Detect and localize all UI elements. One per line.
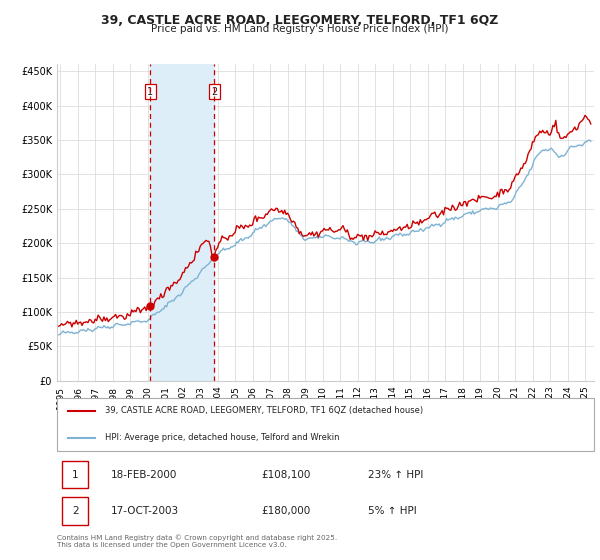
- Text: 39, CASTLE ACRE ROAD, LEEGOMERY, TELFORD, TF1 6QZ (detached house): 39, CASTLE ACRE ROAD, LEEGOMERY, TELFORD…: [106, 407, 424, 416]
- Text: 1: 1: [72, 470, 79, 479]
- Text: £108,100: £108,100: [261, 470, 310, 479]
- Text: Price paid vs. HM Land Registry's House Price Index (HPI): Price paid vs. HM Land Registry's House …: [151, 24, 449, 34]
- Text: 39, CASTLE ACRE ROAD, LEEGOMERY, TELFORD, TF1 6QZ: 39, CASTLE ACRE ROAD, LEEGOMERY, TELFORD…: [101, 14, 499, 27]
- Text: 18-FEB-2000: 18-FEB-2000: [111, 470, 177, 479]
- FancyBboxPatch shape: [57, 398, 594, 451]
- Text: Contains HM Land Registry data © Crown copyright and database right 2025.
This d: Contains HM Land Registry data © Crown c…: [57, 535, 337, 548]
- Text: £180,000: £180,000: [261, 506, 310, 516]
- Text: 2: 2: [211, 87, 217, 97]
- Text: 2: 2: [72, 506, 79, 516]
- Bar: [150, 64, 214, 381]
- Text: HPI: Average price, detached house, Telford and Wrekin: HPI: Average price, detached house, Telf…: [106, 433, 340, 442]
- FancyBboxPatch shape: [62, 461, 88, 488]
- Text: 23% ↑ HPI: 23% ↑ HPI: [368, 470, 424, 479]
- Text: 17-OCT-2003: 17-OCT-2003: [111, 506, 179, 516]
- Text: 5% ↑ HPI: 5% ↑ HPI: [368, 506, 417, 516]
- FancyBboxPatch shape: [62, 497, 88, 525]
- Text: 1: 1: [147, 87, 153, 97]
